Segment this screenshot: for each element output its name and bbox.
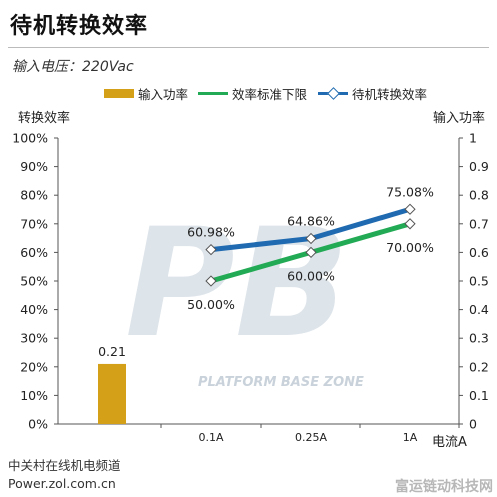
right-tick-label: 0 <box>469 417 477 432</box>
legend-line-swatch <box>318 87 348 100</box>
limit-point-marker <box>404 218 416 230</box>
left-tick-label: 20% <box>20 359 48 374</box>
limit-data-label: 60.00% <box>287 268 335 283</box>
watermark-text: PLATFORM BASE ZONE <box>198 375 364 390</box>
legend-label-efficiency: 待机转换效率 <box>352 87 428 102</box>
efficiency-data-label: 60.98% <box>187 225 235 240</box>
right-tick-label: 0.2 <box>469 359 489 374</box>
corner-watermark: 富运链动科技网 <box>395 478 493 495</box>
right-tick-label: 0.4 <box>469 302 489 317</box>
right-axis-title: 输入功率 <box>433 111 486 126</box>
efficiency-point-marker <box>404 203 416 215</box>
left-tick-label: 70% <box>20 216 48 231</box>
left-tick-label: 100% <box>12 131 48 146</box>
efficiency-point-marker <box>305 232 317 245</box>
legend-item-efficiency: 待机转换效率 <box>318 84 427 103</box>
footer-url: Power.zol.com.cn <box>8 476 116 491</box>
left-tick-label: 0% <box>28 417 48 432</box>
right-tick-label: 0.7 <box>469 216 489 231</box>
left-tick-label: 40% <box>20 302 48 317</box>
legend-item-input-power: 输入功率 <box>104 84 188 103</box>
footer-source: 中关村在线机电频道 <box>8 458 121 473</box>
bar-data-label: 0.21 <box>98 344 126 359</box>
right-tick-label: 0.6 <box>469 245 489 260</box>
title-divider <box>8 47 489 48</box>
bar-input-power <box>98 363 126 424</box>
right-tick-label: 0.8 <box>469 188 489 203</box>
x-tick-label: 0.1A <box>198 431 223 444</box>
left-tick-label: 50% <box>20 274 48 289</box>
legend-item-limit: 效率标准下限 <box>198 84 307 103</box>
limit-data-label: 50.00% <box>187 297 235 312</box>
x-tick-label: 1A <box>403 431 418 444</box>
legend-label-input-power: 输入功率 <box>138 87 189 102</box>
watermark-logo: PB <box>125 197 349 371</box>
subtitle: 输入电压：220Vac <box>12 59 134 75</box>
right-tick-label: 0.9 <box>469 159 489 174</box>
left-axis-title: 转换效率 <box>18 111 71 126</box>
limit-point-marker <box>205 275 217 287</box>
chart-legend: 输入功率 效率标准下限 待机转换效率 <box>0 84 497 104</box>
left-tick-label: 30% <box>20 331 48 346</box>
x-axis-title: 电流A <box>432 435 467 450</box>
left-tick-label: 90% <box>20 159 48 174</box>
efficiency-data-label: 64.86% <box>287 214 335 229</box>
left-tick-label: 10% <box>20 388 48 403</box>
efficiency-point-marker <box>205 243 217 256</box>
right-tick-label: 1 <box>469 131 477 146</box>
left-tick-label: 80% <box>20 188 48 203</box>
legend-label-limit: 效率标准下限 <box>232 87 308 102</box>
legend-line-swatch <box>198 92 228 95</box>
efficiency-data-label: 75.08% <box>386 184 434 199</box>
left-tick-label: 60% <box>20 245 48 260</box>
page-title: 待机转换效率 <box>10 14 149 39</box>
limit-data-label: 70.00% <box>386 240 434 255</box>
legend-bar-swatch <box>104 89 134 98</box>
right-tick-label: 0.1 <box>469 388 489 403</box>
x-tick-label: 0.25A <box>295 431 327 444</box>
right-tick-label: 0.5 <box>469 274 489 289</box>
right-tick-label: 0.3 <box>469 331 489 346</box>
limit-point-marker <box>305 246 317 259</box>
